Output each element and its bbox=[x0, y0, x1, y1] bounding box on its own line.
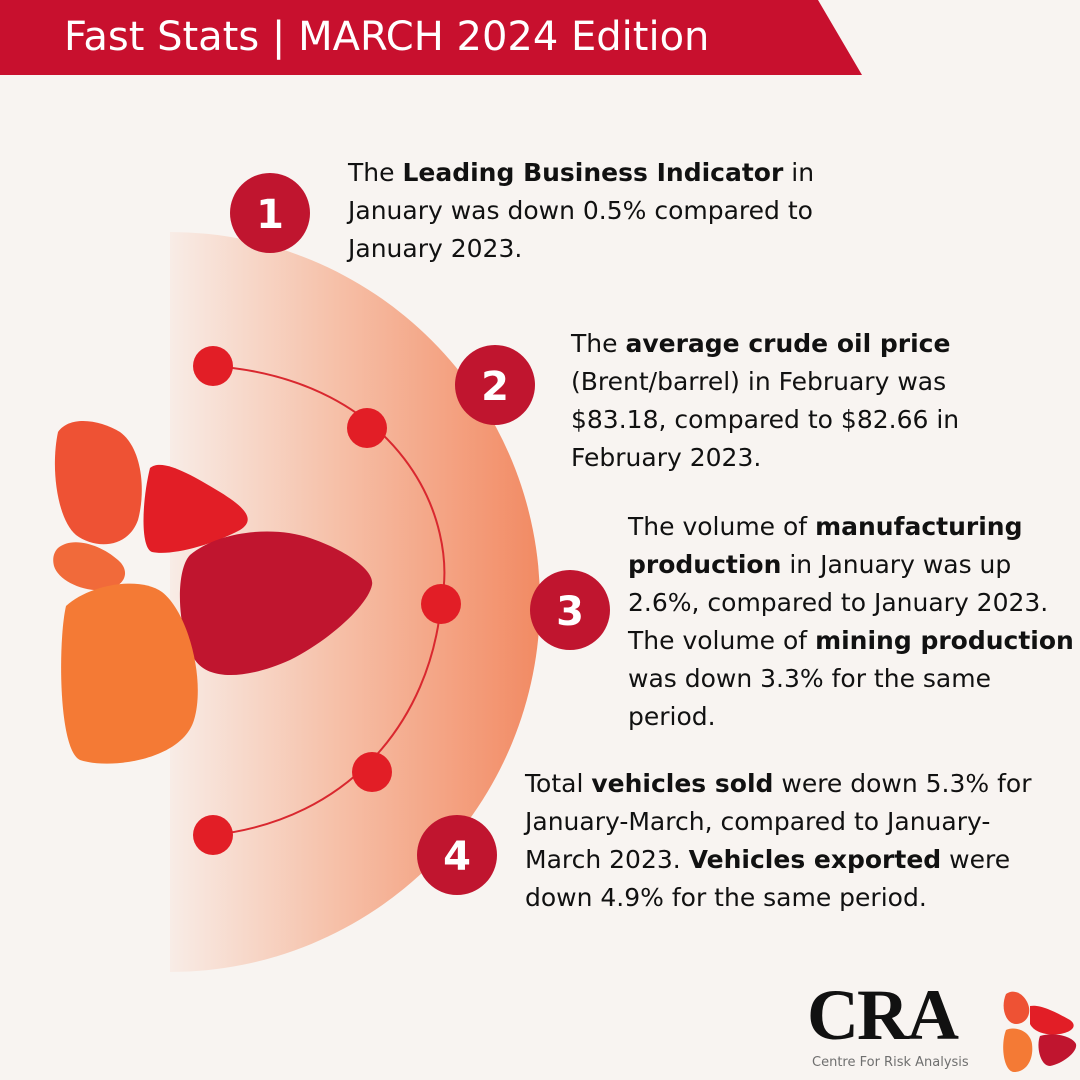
cra-logo-mark bbox=[1003, 991, 1077, 1072]
petal-bottom-left bbox=[61, 583, 198, 764]
stat-text-1: The Leading Business Indicator in Januar… bbox=[348, 158, 815, 263]
stat-text-3: The volume of manufacturing production i… bbox=[628, 512, 1074, 731]
timeline-node bbox=[193, 815, 233, 855]
timeline-node bbox=[347, 408, 387, 448]
badge-number: 2 bbox=[481, 364, 509, 410]
timeline-node bbox=[193, 346, 233, 386]
petal-triangle bbox=[143, 464, 248, 553]
logo-tagline: Centre For Risk Analysis bbox=[812, 1055, 969, 1070]
stat-text-4: Total vehicles sold were down 5.3% for J… bbox=[525, 769, 1032, 912]
badge-3 bbox=[530, 570, 610, 650]
page-title: Fast Stats | MARCH 2024 Edition bbox=[64, 14, 710, 60]
timeline-node bbox=[421, 584, 461, 624]
petal-small-left bbox=[53, 542, 126, 591]
badge-number: 3 bbox=[556, 589, 584, 635]
logo-wordmark: CRA bbox=[807, 975, 959, 1055]
badge-4 bbox=[417, 815, 497, 895]
badge-number: 1 bbox=[256, 192, 284, 238]
stat-text-2: The average crude oil price (Brent/barre… bbox=[571, 329, 960, 472]
petal-top-left bbox=[54, 421, 142, 545]
petal-large-center bbox=[179, 531, 373, 676]
badge-2 bbox=[455, 345, 535, 425]
timeline-node bbox=[352, 752, 392, 792]
header-banner bbox=[0, 0, 862, 75]
badge-1 bbox=[230, 173, 310, 253]
badge-number: 4 bbox=[443, 834, 471, 880]
